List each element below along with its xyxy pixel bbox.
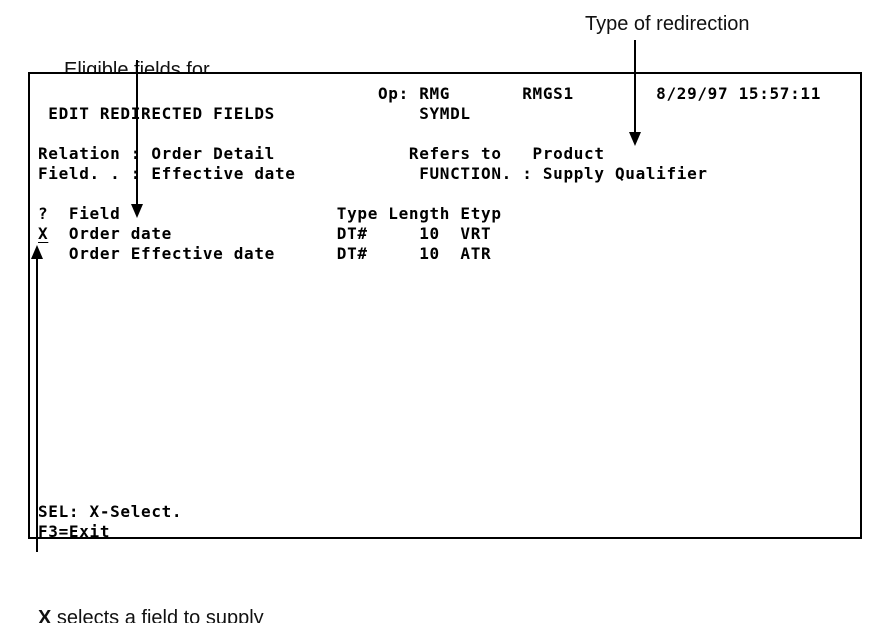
- terminal-table-header: ? Field Type Length Etyp: [38, 204, 502, 223]
- callout-line-type-of-redirection: [634, 40, 636, 134]
- terminal-line-title: EDIT REDIRECTED FIELDS SYMDL: [38, 104, 471, 123]
- annotation-x-emphasis: X: [38, 607, 52, 623]
- annotation-x-selects: X selects a field to supply the value fo…: [38, 556, 264, 623]
- terminal-table-row-1: X Order date DT# 10 VRT: [38, 224, 491, 244]
- terminal-line-function: Field. . : Effective date FUNCTION. : Su…: [38, 164, 708, 183]
- arrow-down-icon: [131, 204, 143, 218]
- selection-input[interactable]: X: [38, 224, 49, 243]
- callout-line-x-selects: [36, 258, 38, 552]
- terminal-screen: Op: RMG RMGS1 8/29/97 15:57:11 EDIT REDI…: [28, 72, 862, 541]
- terminal-table-row-2: Order Effective date DT# 10 ATR: [38, 244, 492, 263]
- terminal-line-relation: Relation : Order Detail Refers to Produc…: [38, 144, 605, 163]
- terminal-fkey-line: F3=Exit: [38, 522, 111, 541]
- arrow-down-icon: [629, 132, 641, 146]
- arrow-up-icon: [31, 245, 43, 259]
- table-row-1-text: Order date DT# 10 VRT: [48, 224, 492, 243]
- terminal-sel-prompt: SEL: X-Select.: [38, 502, 183, 521]
- annotation-type-of-redirection: Type of redirection: [585, 13, 750, 35]
- terminal-line-op: Op: RMG RMGS1 8/29/97 15:57:11: [38, 84, 822, 103]
- annotation-x-selects-line1-rest: selects a field to supply: [51, 607, 264, 623]
- callout-line-eligible-fields: [136, 60, 138, 206]
- annotation-x-selects-line1: X selects a field to supply: [38, 606, 264, 623]
